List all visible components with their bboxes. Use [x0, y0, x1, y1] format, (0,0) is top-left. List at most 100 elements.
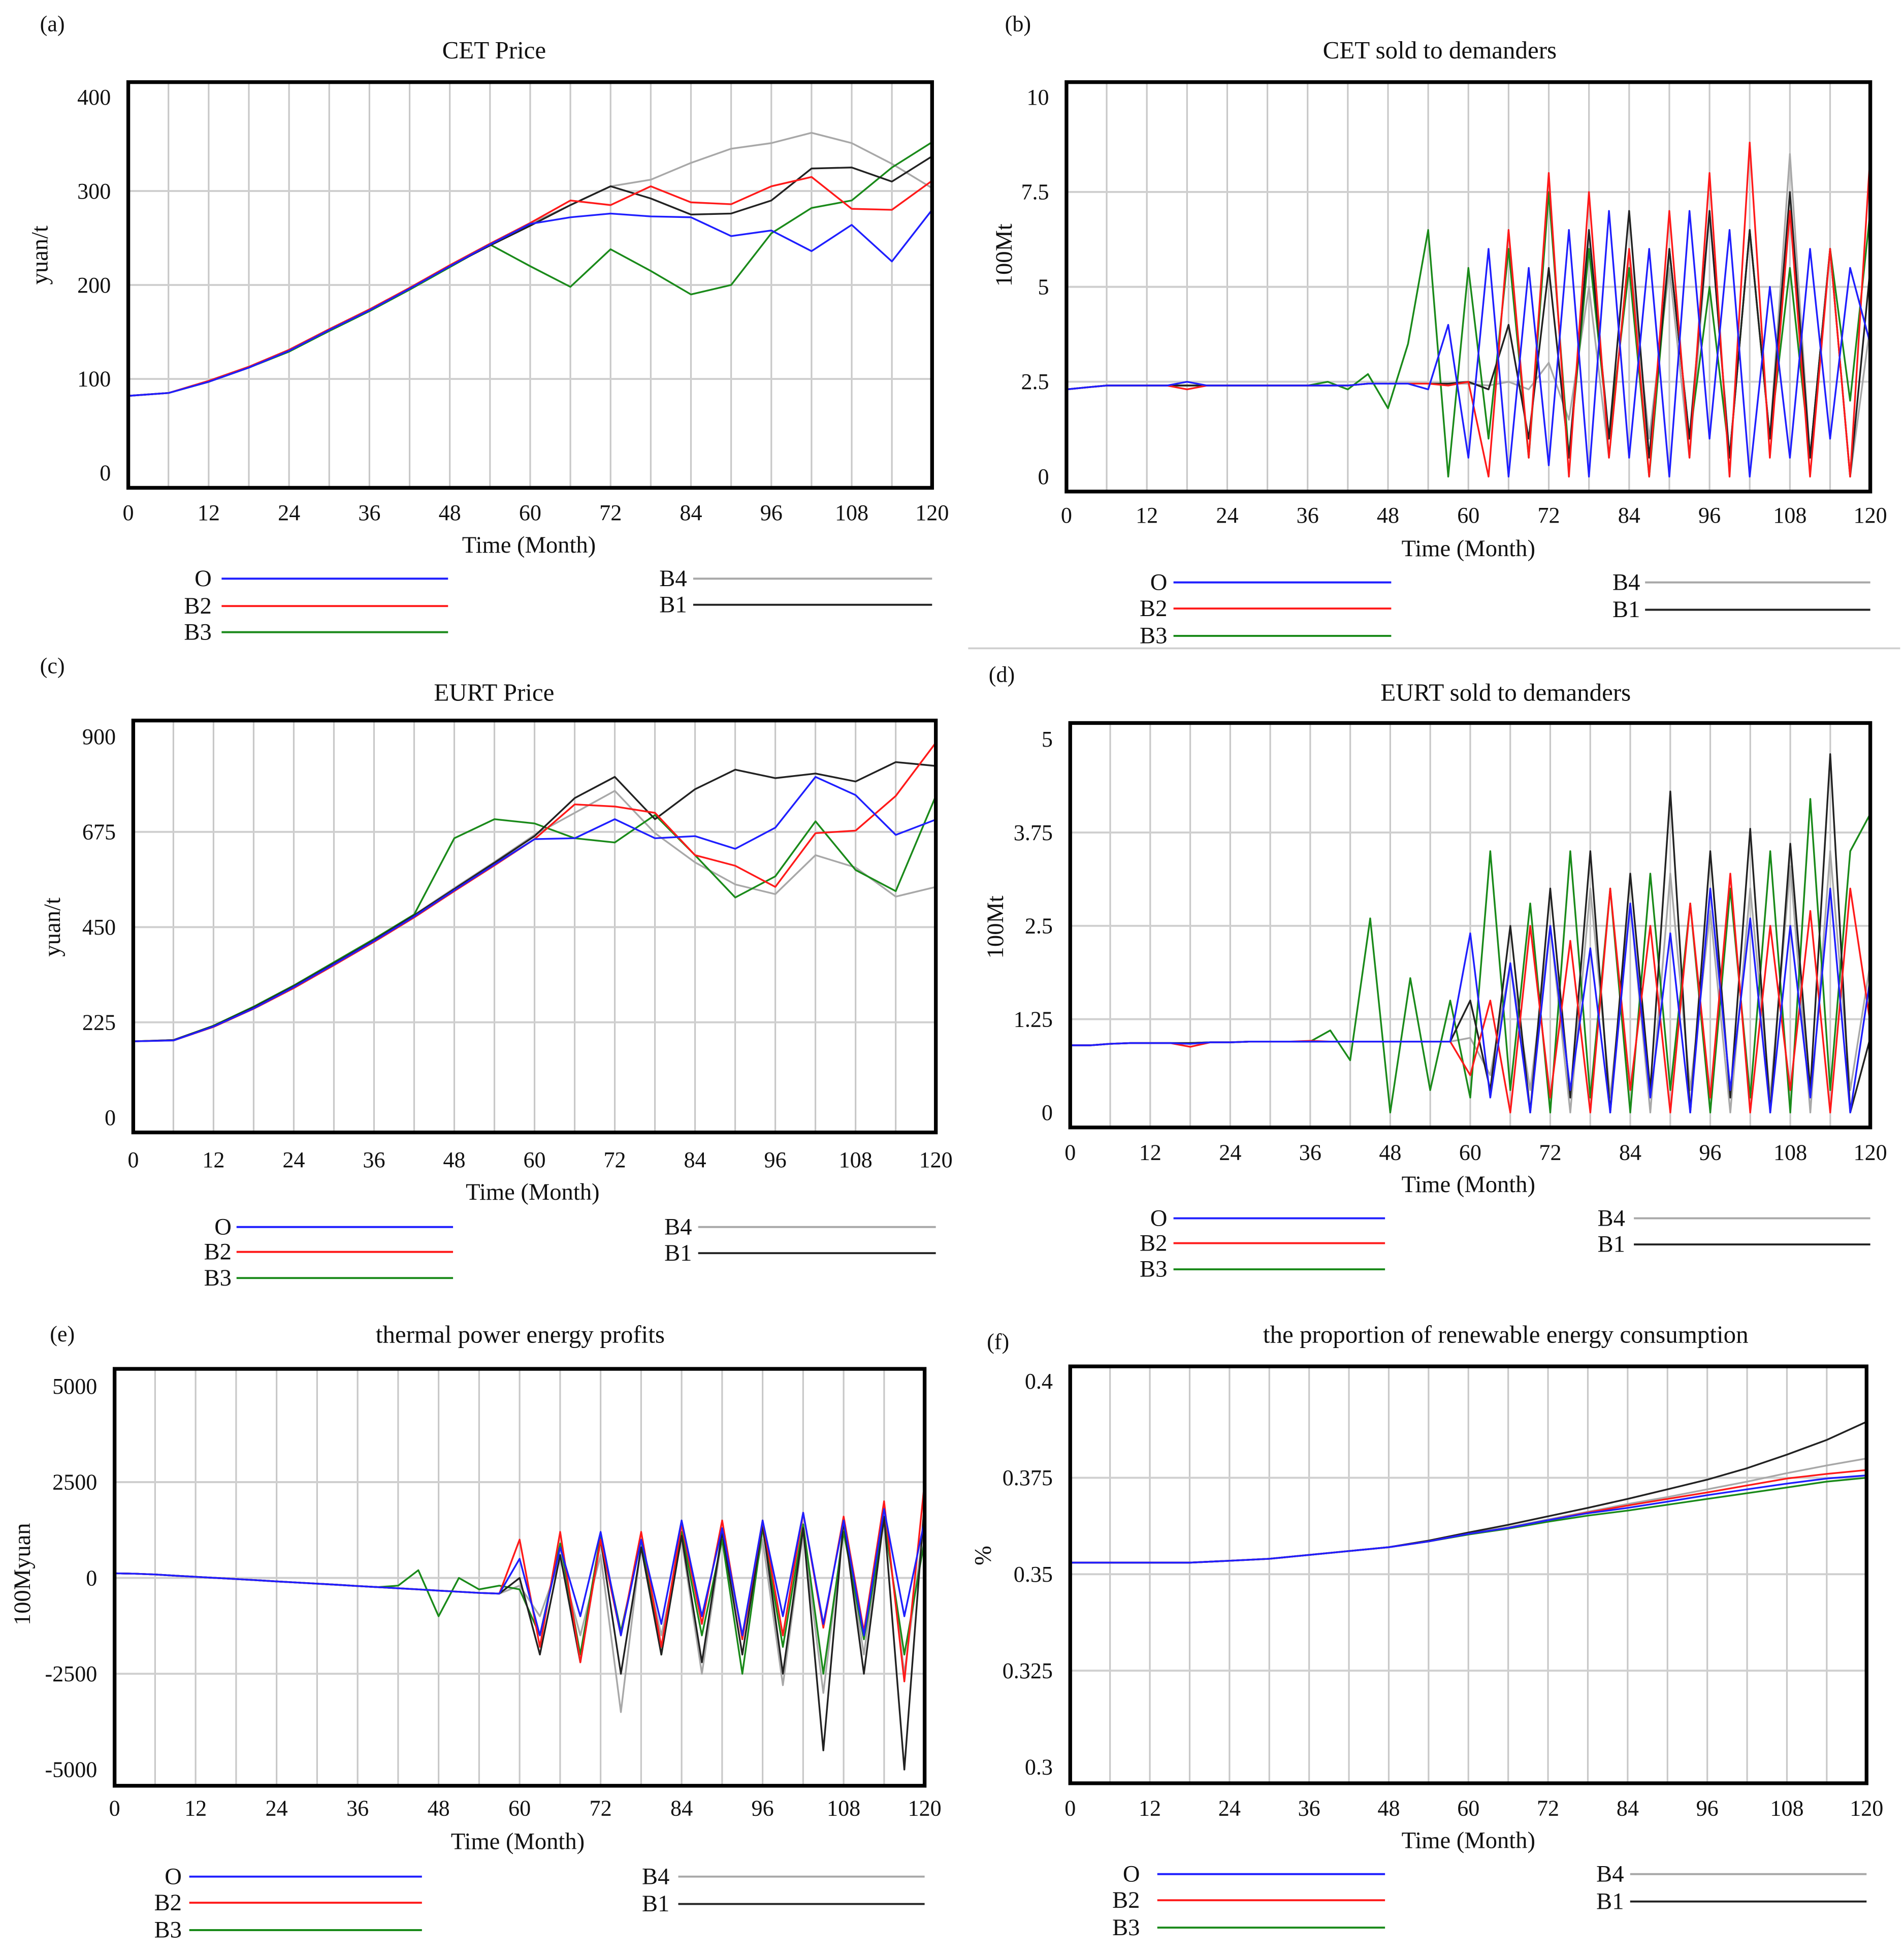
legend-item-b2: B2 [154, 1890, 422, 1916]
x-tick-label: 120 [915, 500, 949, 525]
x-tick-label: 12 [198, 500, 220, 525]
x-tick-label: 36 [346, 1796, 369, 1821]
plot-frame [1068, 1364, 1868, 1785]
x-tick-label: 84 [680, 500, 702, 525]
legend-label: B1 [1612, 597, 1640, 623]
x-tick-label: 36 [1298, 1796, 1320, 1821]
chart-panel-b: (b) CET sold to demanders 0 12 24 36 48 60 72 84 9… [991, 11, 1887, 649]
y-tick-label: 0.35 [1014, 1562, 1053, 1587]
x-tick-label: 48 [1379, 1140, 1401, 1165]
legend-label: B3 [154, 1917, 182, 1943]
plot-frame [1068, 721, 1873, 1130]
legend-item-b3: B3 [204, 1265, 454, 1291]
x-tick-label: 108 [1773, 503, 1806, 528]
x-tick-label: 120 [908, 1796, 942, 1821]
plot-frame [131, 718, 938, 1135]
legend-label: B2 [1112, 1887, 1140, 1913]
x-tick-label: 96 [1696, 1796, 1719, 1821]
x-tick-label: 72 [599, 500, 622, 525]
series-group [1066, 142, 1870, 478]
x-tick-label: 0 [1064, 1140, 1076, 1165]
series-line-o [114, 1508, 925, 1637]
series-line-b2 [1066, 142, 1870, 478]
x-tick-label: 108 [839, 1147, 873, 1172]
x-tick-label: 48 [428, 1796, 450, 1821]
series-line-o [133, 776, 936, 1042]
legend-label: B3 [1112, 1915, 1140, 1941]
x-tick-label: 120 [1854, 503, 1887, 528]
x-tick-label: 60 [1457, 1796, 1479, 1821]
legend-label: B1 [659, 592, 687, 618]
legend-item-b1: B1 [1596, 1888, 1867, 1914]
y-tick-label: 2500 [52, 1470, 97, 1495]
plot-frame [112, 1367, 927, 1788]
y-tick-label: 5 [1042, 727, 1053, 752]
x-tick-label: 24 [282, 1147, 305, 1172]
legend-item-b3: B3 [184, 619, 448, 645]
legend-label: B2 [1140, 596, 1167, 622]
legend-label: B1 [664, 1240, 692, 1266]
chart-panel-c: (c) EURT Price 0 12 24 36 48 60 72 84 96 108 120 0 225… [40, 653, 953, 1291]
panel-label: (d) [989, 662, 1015, 687]
x-tick-label: 72 [603, 1147, 626, 1172]
legend-item-b3: B3 [1140, 1257, 1385, 1283]
series-group [128, 132, 932, 397]
x-tick-label: 36 [363, 1147, 385, 1172]
legend-label: B3 [184, 619, 211, 645]
x-tick-label: 24 [1219, 1140, 1241, 1165]
legend-item-o: O [1150, 569, 1392, 595]
legend-label: B3 [1140, 623, 1167, 649]
x-tick-label: 0 [1064, 1796, 1076, 1821]
legend-label: B2 [154, 1890, 182, 1916]
y-tick-label: -5000 [45, 1757, 97, 1782]
y-tick-label: 7.5 [1021, 180, 1049, 205]
series-group [1070, 1421, 1867, 1564]
chart-title: EURT Price [434, 678, 554, 706]
x-tick-label: 108 [1770, 1796, 1803, 1821]
y-tick-label: 1.25 [1014, 1007, 1053, 1032]
legend-item-b4: B4 [1598, 1205, 1870, 1231]
y-tick-label: 0.4 [1025, 1369, 1053, 1394]
legend-label: B4 [664, 1214, 692, 1240]
x-tick-label: 48 [443, 1147, 465, 1172]
x-tick-label: 72 [590, 1796, 612, 1821]
chart-title: EURT sold to demanders [1380, 678, 1631, 706]
y-tick-label: 0.375 [1003, 1465, 1053, 1490]
y-tick-label: 0.3 [1025, 1755, 1053, 1780]
x-axis-label: Time (Month) [462, 532, 596, 558]
y-tick-label: 10 [1027, 85, 1049, 110]
chart-panel-f: (f) the proportion of renewable energy co… [970, 1321, 1883, 1941]
panel-label: (c) [40, 653, 65, 678]
x-tick-label: 60 [1457, 503, 1479, 528]
x-tick-label: 12 [202, 1147, 224, 1172]
x-tick-label: 0 [127, 1147, 139, 1172]
y-tick-label: 0 [100, 461, 111, 486]
x-tick-label: 84 [1619, 1140, 1641, 1165]
series-line-o [1070, 1475, 1867, 1564]
legend-item-o: O [165, 1864, 422, 1889]
y-tick-label: 0.325 [1003, 1658, 1053, 1683]
legend-label: O [1123, 1861, 1140, 1887]
y-tick-label: 450 [82, 915, 116, 940]
x-tick-label: 72 [1537, 1796, 1559, 1821]
legend-label: B3 [204, 1265, 232, 1291]
x-axis-label: Time (Month) [451, 1829, 585, 1855]
legend-item-b1: B1 [642, 1891, 925, 1917]
legend-item-b2: B2 [1112, 1887, 1385, 1913]
y-tick-label: 0 [105, 1105, 116, 1130]
x-tick-label: 96 [1698, 503, 1721, 528]
chart-title: CET sold to demanders [1323, 36, 1557, 64]
y-tick-label: 0 [1042, 1100, 1053, 1125]
series-line-o [1066, 210, 1870, 478]
legend-label: O [165, 1864, 182, 1889]
x-tick-label: 120 [1854, 1140, 1887, 1165]
x-tick-label: 96 [1699, 1140, 1722, 1165]
y-tick-label: 200 [77, 273, 111, 298]
legend-item-b3: B3 [154, 1917, 422, 1943]
legend-item-b2: B2 [1140, 1230, 1385, 1256]
legend-item-o: O [195, 566, 448, 592]
x-tick-label: 48 [1377, 1796, 1400, 1821]
